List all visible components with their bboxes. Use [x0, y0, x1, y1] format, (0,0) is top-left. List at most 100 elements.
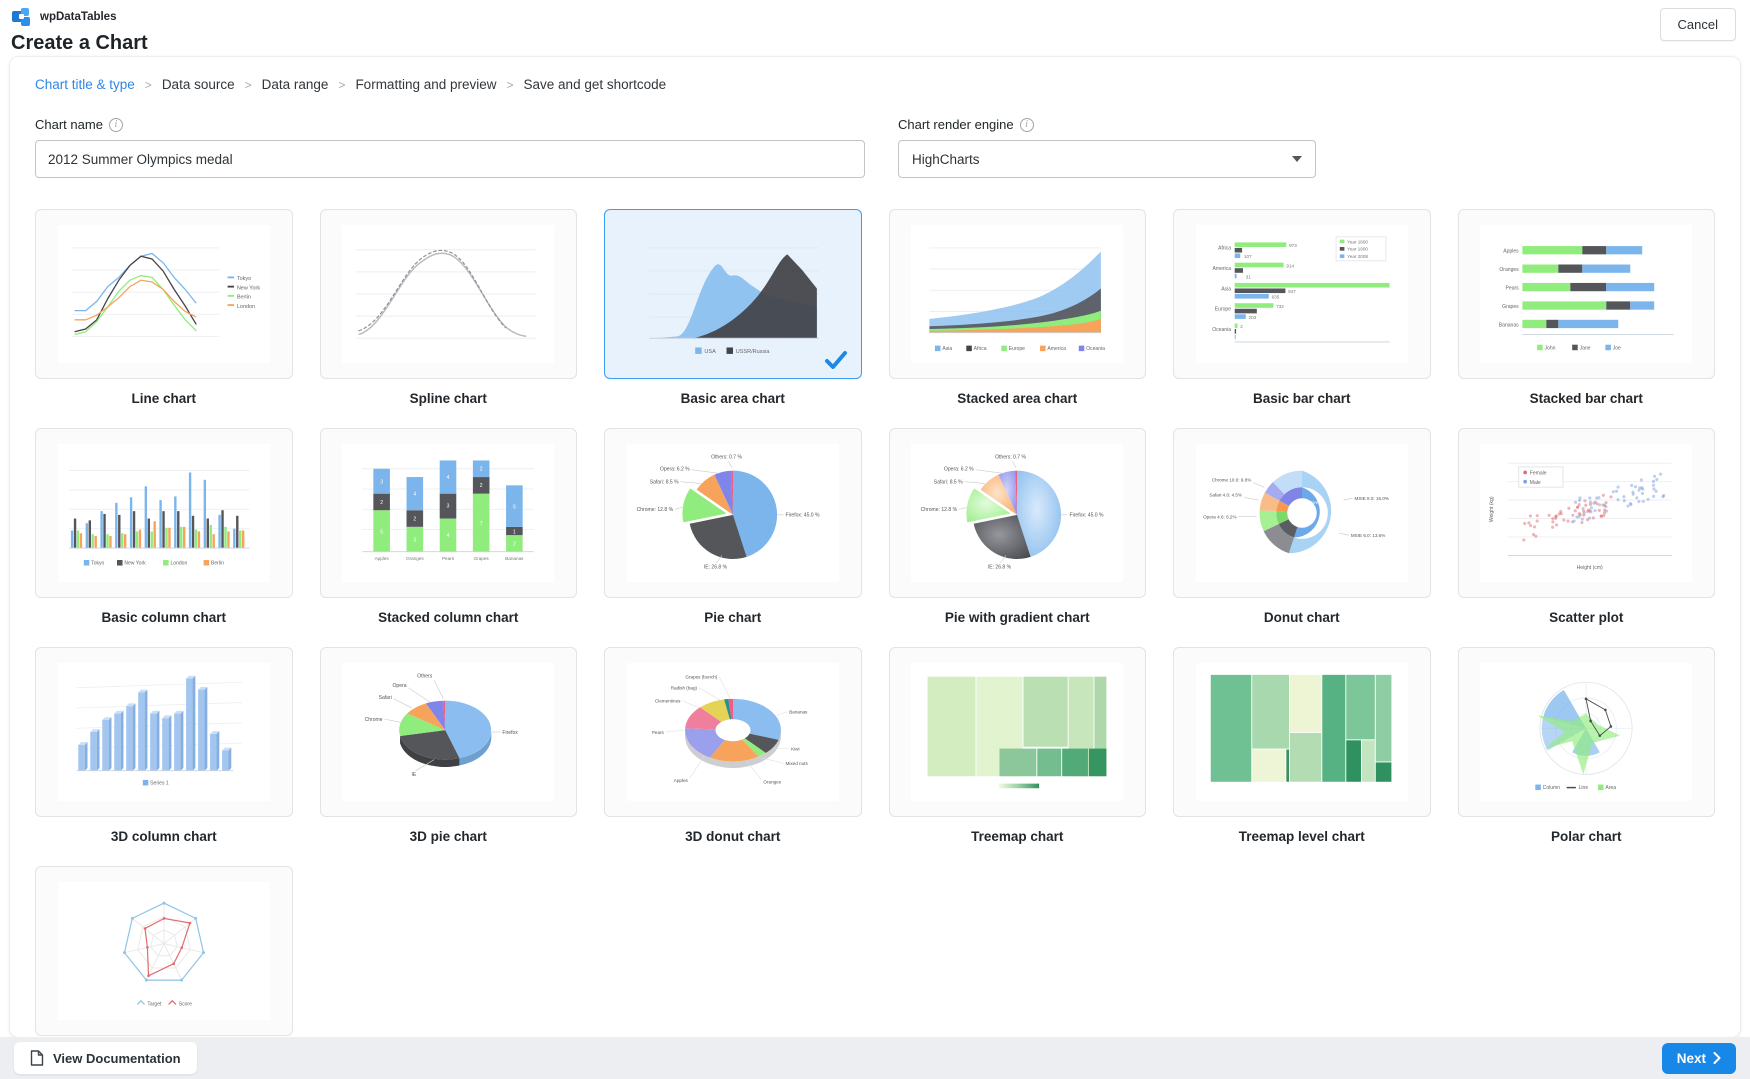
card-label: Basic column chart	[101, 610, 227, 625]
spiderweb-chart-thumbnail: Target Score	[122, 901, 205, 1007]
chart-type-card-polar-chart[interactable]: Column Line Area	[1457, 647, 1715, 817]
svg-text:Firefox: 45.0 %: Firefox: 45.0 %	[1070, 513, 1104, 519]
svg-text:Bananas: Bananas	[789, 710, 808, 715]
chart-name-input[interactable]	[35, 140, 865, 178]
svg-text:7: 7	[480, 521, 483, 527]
chart-type-card-basic-area-chart[interactable]: USA USSR/Russia	[604, 209, 862, 379]
page-title: Create a Chart	[11, 32, 148, 54]
brand-name: wpDataTables	[40, 11, 117, 23]
svg-text:Grapes: Grapes	[1502, 304, 1519, 310]
chart-type-card-donut-chart[interactable]: MSIE 8.0: 15.0% MSIE 6.0: 13.6% Chrome 1…	[1173, 428, 1431, 598]
chart-type-card-stacked-area-chart[interactable]: Asia Africa Europe America Oceania	[888, 209, 1146, 379]
footer-bar: View Documentation Next	[0, 1037, 1750, 1079]
basic-area-chart-thumbnail: USA USSR/Russia	[648, 247, 819, 355]
pie-3d-chart-thumbnail: Firefox IE Chrome Safari Opera Others	[365, 674, 519, 779]
document-icon	[30, 1050, 44, 1066]
cancel-button[interactable]: Cancel	[1659, 8, 1736, 41]
chart-type-card-spiderweb-chart[interactable]: Target Score	[35, 866, 293, 1036]
step-chart-title-type[interactable]: Chart title & type	[35, 77, 135, 92]
svg-text:Weight (kg): Weight (kg)	[1489, 496, 1495, 522]
svg-text:Column: Column	[1543, 785, 1561, 791]
svg-text:Firefox: Firefox	[1310, 500, 1325, 505]
pie-gradient-chart-thumbnail: Firefox: 45.0 % IE: 26.8 % Chrome: 12.8 …	[921, 455, 1104, 571]
svg-text:5: 5	[380, 529, 383, 535]
chart-type-card-line-chart[interactable]: Tokyo New York Berlin London	[35, 209, 293, 379]
info-icon[interactable]: i	[108, 117, 123, 132]
breadcrumb: Chart title & type > Data source > Data …	[35, 77, 1715, 92]
svg-text:Others: 0.7 %: Others: 0.7 %	[995, 455, 1026, 461]
info-icon[interactable]: i	[1019, 117, 1034, 132]
donut-chart-thumbnail: MSIE 8.0: 15.0% MSIE 6.0: 13.6% Chrome 1…	[1203, 470, 1389, 554]
scatter-plot-thumbnail: Female Male Height (cm) Weight (kg)	[1489, 462, 1672, 571]
svg-text:John: John	[1545, 345, 1556, 351]
card-label: Stacked area chart	[957, 391, 1078, 406]
chart-type-card-treemap-chart[interactable]	[888, 647, 1146, 817]
card-label: Donut chart	[1263, 610, 1340, 625]
chart-type-card-basic-column-chart[interactable]: Tokyo New York London Berlin	[35, 428, 293, 598]
svg-text:Line: Line	[1579, 785, 1589, 791]
column-3d-chart-thumbnail: Series 1	[76, 675, 243, 787]
selected-check-icon	[824, 351, 847, 369]
chart-type-card-3d-column-chart[interactable]: Series 1	[35, 647, 293, 817]
polar-chart-thumbnail: Column Line Area	[1535, 681, 1633, 791]
svg-text:Female: Female	[1530, 471, 1547, 477]
svg-text:USSR/Russia: USSR/Russia	[736, 349, 771, 355]
card-label: Stacked column chart	[378, 610, 519, 625]
chart-settings-form: Chart name i Chart render engine i HighC…	[35, 117, 1715, 183]
step-formatting-preview[interactable]: Formatting and preview	[355, 77, 497, 92]
chart-type-card-stacked-bar-chart[interactable]: Apples Oranges Pears Grapes Bananas	[1457, 209, 1715, 379]
chart-type-card-3d-pie-chart[interactable]: Firefox IE Chrome Safari Opera Others	[319, 647, 577, 817]
chart-type-card-3d-donut-chart[interactable]: Bananas Kiwi Mixed nuts Oranges Apples P…	[604, 647, 862, 817]
svg-text:732: 732	[1276, 304, 1284, 309]
basic-bar-chart-thumbnail: Africa America Asia Europe Oceania	[1212, 236, 1390, 343]
chart-type-card-scatter-plot[interactable]: Female Male Height (cm) Weight (kg)	[1457, 428, 1715, 598]
svg-text:Year 1900: Year 1900	[1347, 247, 1368, 252]
svg-text:Oceania: Oceania	[1086, 346, 1105, 352]
chart-type-card-stacked-column-chart[interactable]: 5 2 3 3 2 4 4 3 4 7 2 2 2 1 5 Apples Oranges Pears	[319, 428, 577, 598]
svg-text:Firefox: 45.0 %: Firefox: 45.0 %	[785, 513, 819, 519]
svg-text:Opera: 6.2 %: Opera: 6.2 %	[660, 467, 690, 473]
step-data-range[interactable]: Data range	[261, 77, 329, 92]
step-data-source[interactable]: Data source	[161, 77, 235, 92]
svg-text:Grapes: Grapes	[474, 556, 490, 561]
render-engine-label: Chart render engine	[898, 117, 1014, 132]
svg-text:Opera: Opera	[393, 683, 407, 689]
chart-type-card-pie-chart[interactable]: Firefox: 45.0 % IE: 26.8 % Chrome: 12.8 …	[604, 428, 862, 598]
view-documentation-button[interactable]: View Documentation	[14, 1042, 197, 1074]
next-button[interactable]: Next	[1661, 1042, 1736, 1074]
svg-text:Safari 4.0: 4.5%: Safari 4.0: 4.5%	[1209, 492, 1242, 497]
wizard-panel: Chart title & type > Data source > Data …	[10, 57, 1740, 1037]
svg-text:Oranges: Oranges	[1500, 267, 1520, 273]
step-save-shortcode[interactable]: Save and get shortcode	[523, 77, 667, 92]
chart-type-card-basic-bar-chart[interactable]: Africa America Asia Europe Oceania	[1173, 209, 1431, 379]
svg-text:Kiwi: Kiwi	[791, 746, 799, 751]
svg-text:Clementines: Clementines	[655, 699, 681, 704]
svg-text:914: 914	[1286, 263, 1294, 268]
treemap-level-chart-thumbnail	[1210, 674, 1392, 782]
svg-text:Safari: 8.5 %: Safari: 8.5 %	[934, 480, 963, 486]
svg-text:Europe: Europe	[1214, 307, 1230, 313]
chart-type-card-treemap-level-chart[interactable]	[1173, 647, 1431, 817]
svg-text:Safari: Safari	[379, 695, 392, 701]
svg-text:IE: IE	[412, 772, 417, 778]
svg-text:Opera: 6.2 %: Opera: 6.2 %	[944, 467, 974, 473]
svg-text:Tokyo: Tokyo	[237, 276, 251, 282]
stacked-area-chart-thumbnail: Asia Africa Europe America Oceania	[929, 247, 1105, 352]
card-label: Basic bar chart	[1252, 391, 1351, 406]
chart-type-card-spline-chart[interactable]	[319, 209, 577, 379]
chart-type-card-pie-gradient-chart[interactable]: Firefox: 45.0 % IE: 26.8 % Chrome: 12.8 …	[888, 428, 1146, 598]
svg-text:Year 2008: Year 2008	[1347, 254, 1368, 259]
render-engine-select[interactable]: HighCharts	[898, 140, 1316, 178]
svg-text:IE: 26.8 %: IE: 26.8 %	[988, 564, 1012, 570]
svg-text:Firefox: Firefox	[503, 730, 519, 736]
svg-text:203: 203	[1248, 315, 1256, 320]
svg-text:Oranges: Oranges	[763, 780, 781, 785]
card-label: Spline chart	[409, 391, 487, 406]
svg-text:Apples: Apples	[1504, 249, 1520, 255]
render-engine-value: HighCharts	[912, 151, 980, 167]
top-header: wpDataTables Create a Chart Cancel	[0, 0, 1750, 57]
basic-column-chart-thumbnail: Tokyo New York London Berlin	[68, 470, 250, 567]
svg-text:Score: Score	[178, 1001, 191, 1007]
svg-text:5: 5	[513, 504, 516, 510]
chart-name-label-row: Chart name i	[35, 117, 1715, 132]
